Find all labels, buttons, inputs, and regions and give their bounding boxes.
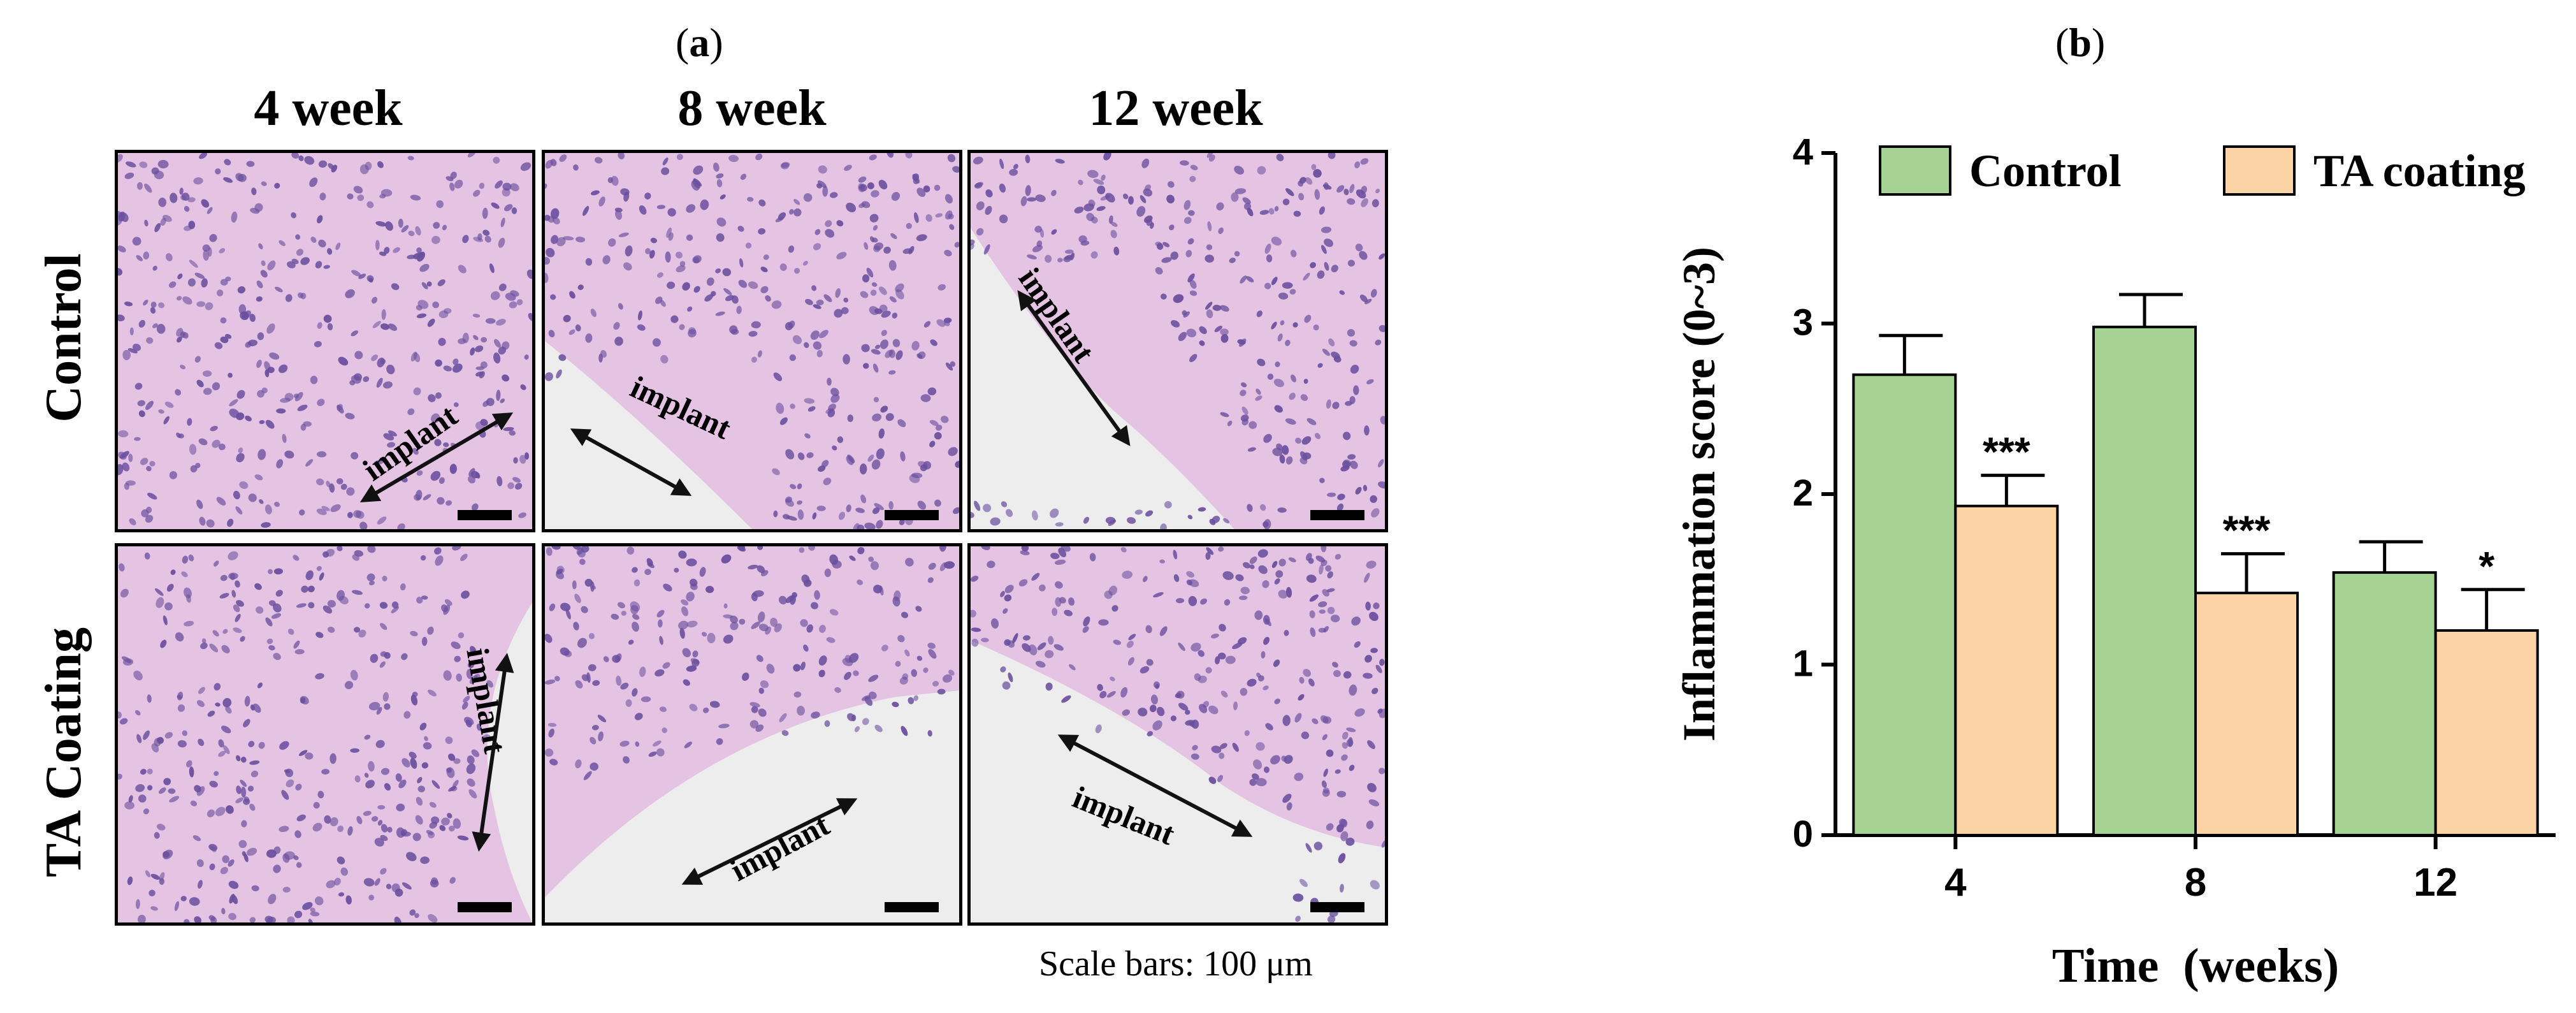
- panel-b-letter: (b): [2055, 20, 2106, 65]
- scale-bar: [885, 902, 939, 912]
- bar-ta-coating: [2434, 629, 2539, 836]
- micrograph-control-8-week: [542, 150, 962, 532]
- bar-control: [2332, 571, 2437, 836]
- column-header-4-week: 4 week: [254, 80, 403, 136]
- y-tick-label: 0: [1793, 813, 1813, 855]
- scale-bar-note: Scale bars: 100 μm: [1039, 944, 1313, 984]
- x-tick-label: 4: [1944, 861, 1967, 905]
- bar-ta-coating: [2194, 592, 2299, 837]
- column-header-12-week: 12 week: [1089, 80, 1263, 136]
- legend-swatch-ta-coating: [2223, 145, 2296, 196]
- micrograph-control-12-week: [967, 150, 1388, 532]
- y-tick-label: 2: [1793, 472, 1813, 514]
- legend-label-control: Control: [1969, 145, 2122, 196]
- legend-swatch-control: [1879, 145, 1951, 196]
- scale-bar: [458, 902, 512, 912]
- bar-control: [2092, 325, 2197, 837]
- x-tick-label: 8: [2185, 861, 2206, 905]
- column-header-8-week: 8 week: [677, 80, 827, 136]
- significance-marker: *: [2478, 543, 2494, 589]
- scale-bar: [1310, 510, 1364, 520]
- row-header-control: Control: [36, 253, 92, 423]
- significance-marker: ***: [2223, 507, 2271, 553]
- panel-a-letter: (a): [676, 20, 723, 65]
- x-axis-label: Time (weeks): [2052, 939, 2339, 993]
- y-tick-label: 1: [1793, 643, 1813, 685]
- micrograph-control-4-week: [115, 150, 535, 532]
- micrograph-ta-coating-4-week: [115, 543, 535, 926]
- bar-control: [1852, 373, 1957, 836]
- legend-label-ta-coating: TA coating: [2313, 145, 2526, 196]
- scale-bar: [1310, 902, 1364, 912]
- significance-marker: ***: [1983, 429, 2030, 475]
- y-tick-label: 4: [1793, 131, 1813, 173]
- scale-bar: [885, 510, 939, 520]
- micrograph-ta-coating-12-week: [967, 543, 1388, 926]
- row-header-ta-coating: TA Coating: [36, 627, 92, 877]
- scale-bar: [458, 510, 512, 520]
- x-tick-label: 12: [2413, 861, 2457, 905]
- bar-ta-coating: [1954, 504, 2059, 836]
- y-tick-label: 3: [1793, 302, 1813, 344]
- y-axis-label: Inflammation score (0~3): [1674, 247, 1725, 741]
